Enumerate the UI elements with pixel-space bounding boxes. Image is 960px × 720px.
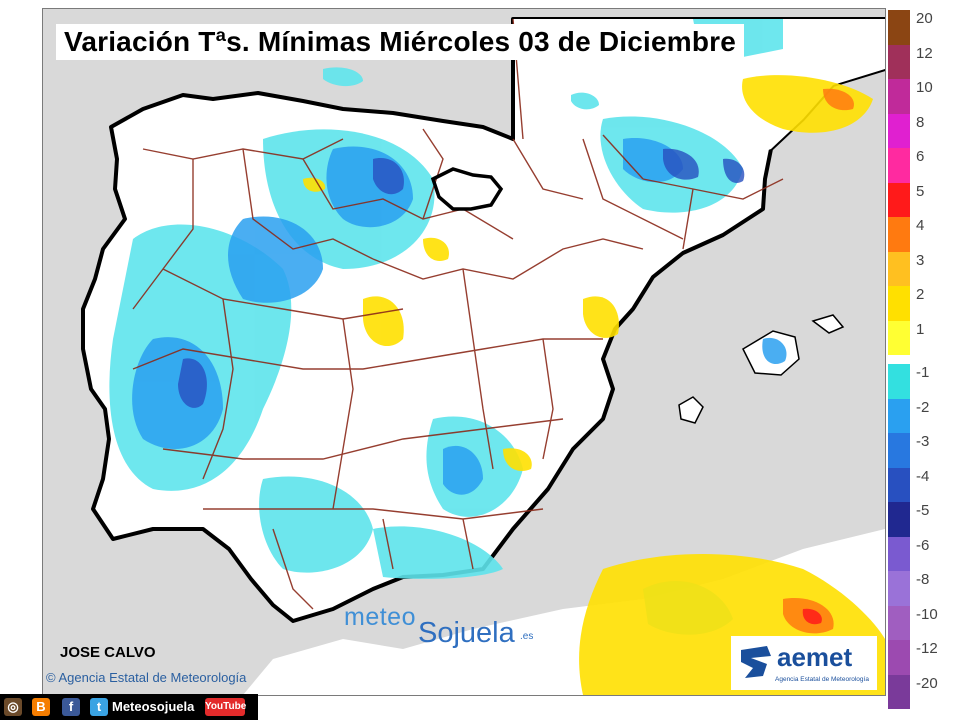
legend-label: -8 [916, 571, 930, 588]
legend-label: -20 [916, 674, 938, 692]
legend-label: -2 [916, 398, 930, 416]
legend-label: 2 [916, 286, 925, 303]
legend-swatch [888, 398, 910, 433]
meteosojuela-logo: meteo Sojuela .es [344, 603, 533, 649]
legend-swatch [888, 10, 910, 45]
legend-swatch [888, 674, 910, 709]
copyright-text: Agencia Estatal de Meteorología [58, 670, 247, 685]
legend-swatch [888, 605, 910, 640]
legend-label: -12 [916, 640, 938, 657]
map-title: Variación Tªs. Mínimas Miércoles 03 de D… [56, 24, 745, 60]
legend-swatch [888, 79, 910, 114]
legend-swatch [888, 640, 910, 675]
map-graphic [81, 17, 885, 695]
social-bar: ◎ B f t Meteosojuela YouTube [0, 694, 258, 720]
legend-swatch [888, 467, 910, 502]
twitter-icon[interactable]: t [90, 698, 108, 716]
aemet-subtitle: Agencia Estatal de Meteorología [775, 676, 869, 683]
aemet-name: aemet [777, 642, 853, 672]
social-handle[interactable]: Meteosojuela [112, 699, 195, 714]
legend-label: 4 [916, 217, 925, 234]
legend-label: 20 [916, 10, 933, 27]
legend-swatch [888, 148, 910, 183]
legend-swatch [888, 433, 910, 468]
aemet-swirl-icon [741, 646, 771, 678]
legend-label: -3 [916, 433, 930, 450]
legend-label: 3 [916, 251, 925, 269]
legend-swatch [888, 44, 910, 79]
legend-label: -10 [916, 605, 938, 623]
color-legend: 20 12 10 8 6 5 4 3 2 1 -1 -2 -3 -4 -5 -6 -8 -10 -12 -20 [886, 8, 960, 709]
legend-label: -1 [916, 364, 930, 381]
aemet-logo: aemet Agencia Estatal de Meteorología [731, 636, 877, 690]
legend-label: -6 [916, 536, 930, 554]
legend-swatch [888, 113, 910, 148]
legend-swatch [888, 571, 910, 606]
legend-swatch [888, 182, 910, 217]
youtube-icon[interactable]: YouTube [205, 698, 246, 716]
legend-swatch [888, 320, 910, 355]
author-credit: JOSE CALVO [60, 644, 156, 661]
legend-label: -5 [916, 502, 930, 519]
legend-swatch [888, 536, 910, 571]
legend-label: 12 [916, 44, 933, 62]
aemet-copyright: © Agencia Estatal de Meteorología [46, 670, 246, 685]
instagram-icon[interactable]: ◎ [4, 698, 22, 716]
legend-swatch [888, 286, 910, 321]
legend-label: 10 [916, 79, 933, 96]
logo-sojuela-text: Sojuela [418, 617, 515, 649]
legend-swatch [888, 364, 910, 399]
legend-label: 6 [916, 148, 925, 165]
la-rioja-outline [430, 167, 504, 211]
legend-swatch [888, 251, 910, 286]
temperature-map [42, 8, 886, 696]
logo-domain-suffix: .es [520, 631, 534, 642]
legend-swatch [888, 502, 910, 537]
legend-label: 8 [916, 113, 925, 131]
logo-meteo-text: meteo [344, 603, 416, 631]
facebook-icon[interactable]: f [62, 698, 80, 716]
legend-label: -4 [916, 467, 930, 485]
copyright-icon: © [46, 670, 56, 685]
legend-label: 1 [916, 320, 925, 338]
blogger-icon[interactable]: B [32, 698, 50, 716]
legend-swatch [888, 217, 910, 252]
legend-label: 5 [916, 182, 925, 200]
